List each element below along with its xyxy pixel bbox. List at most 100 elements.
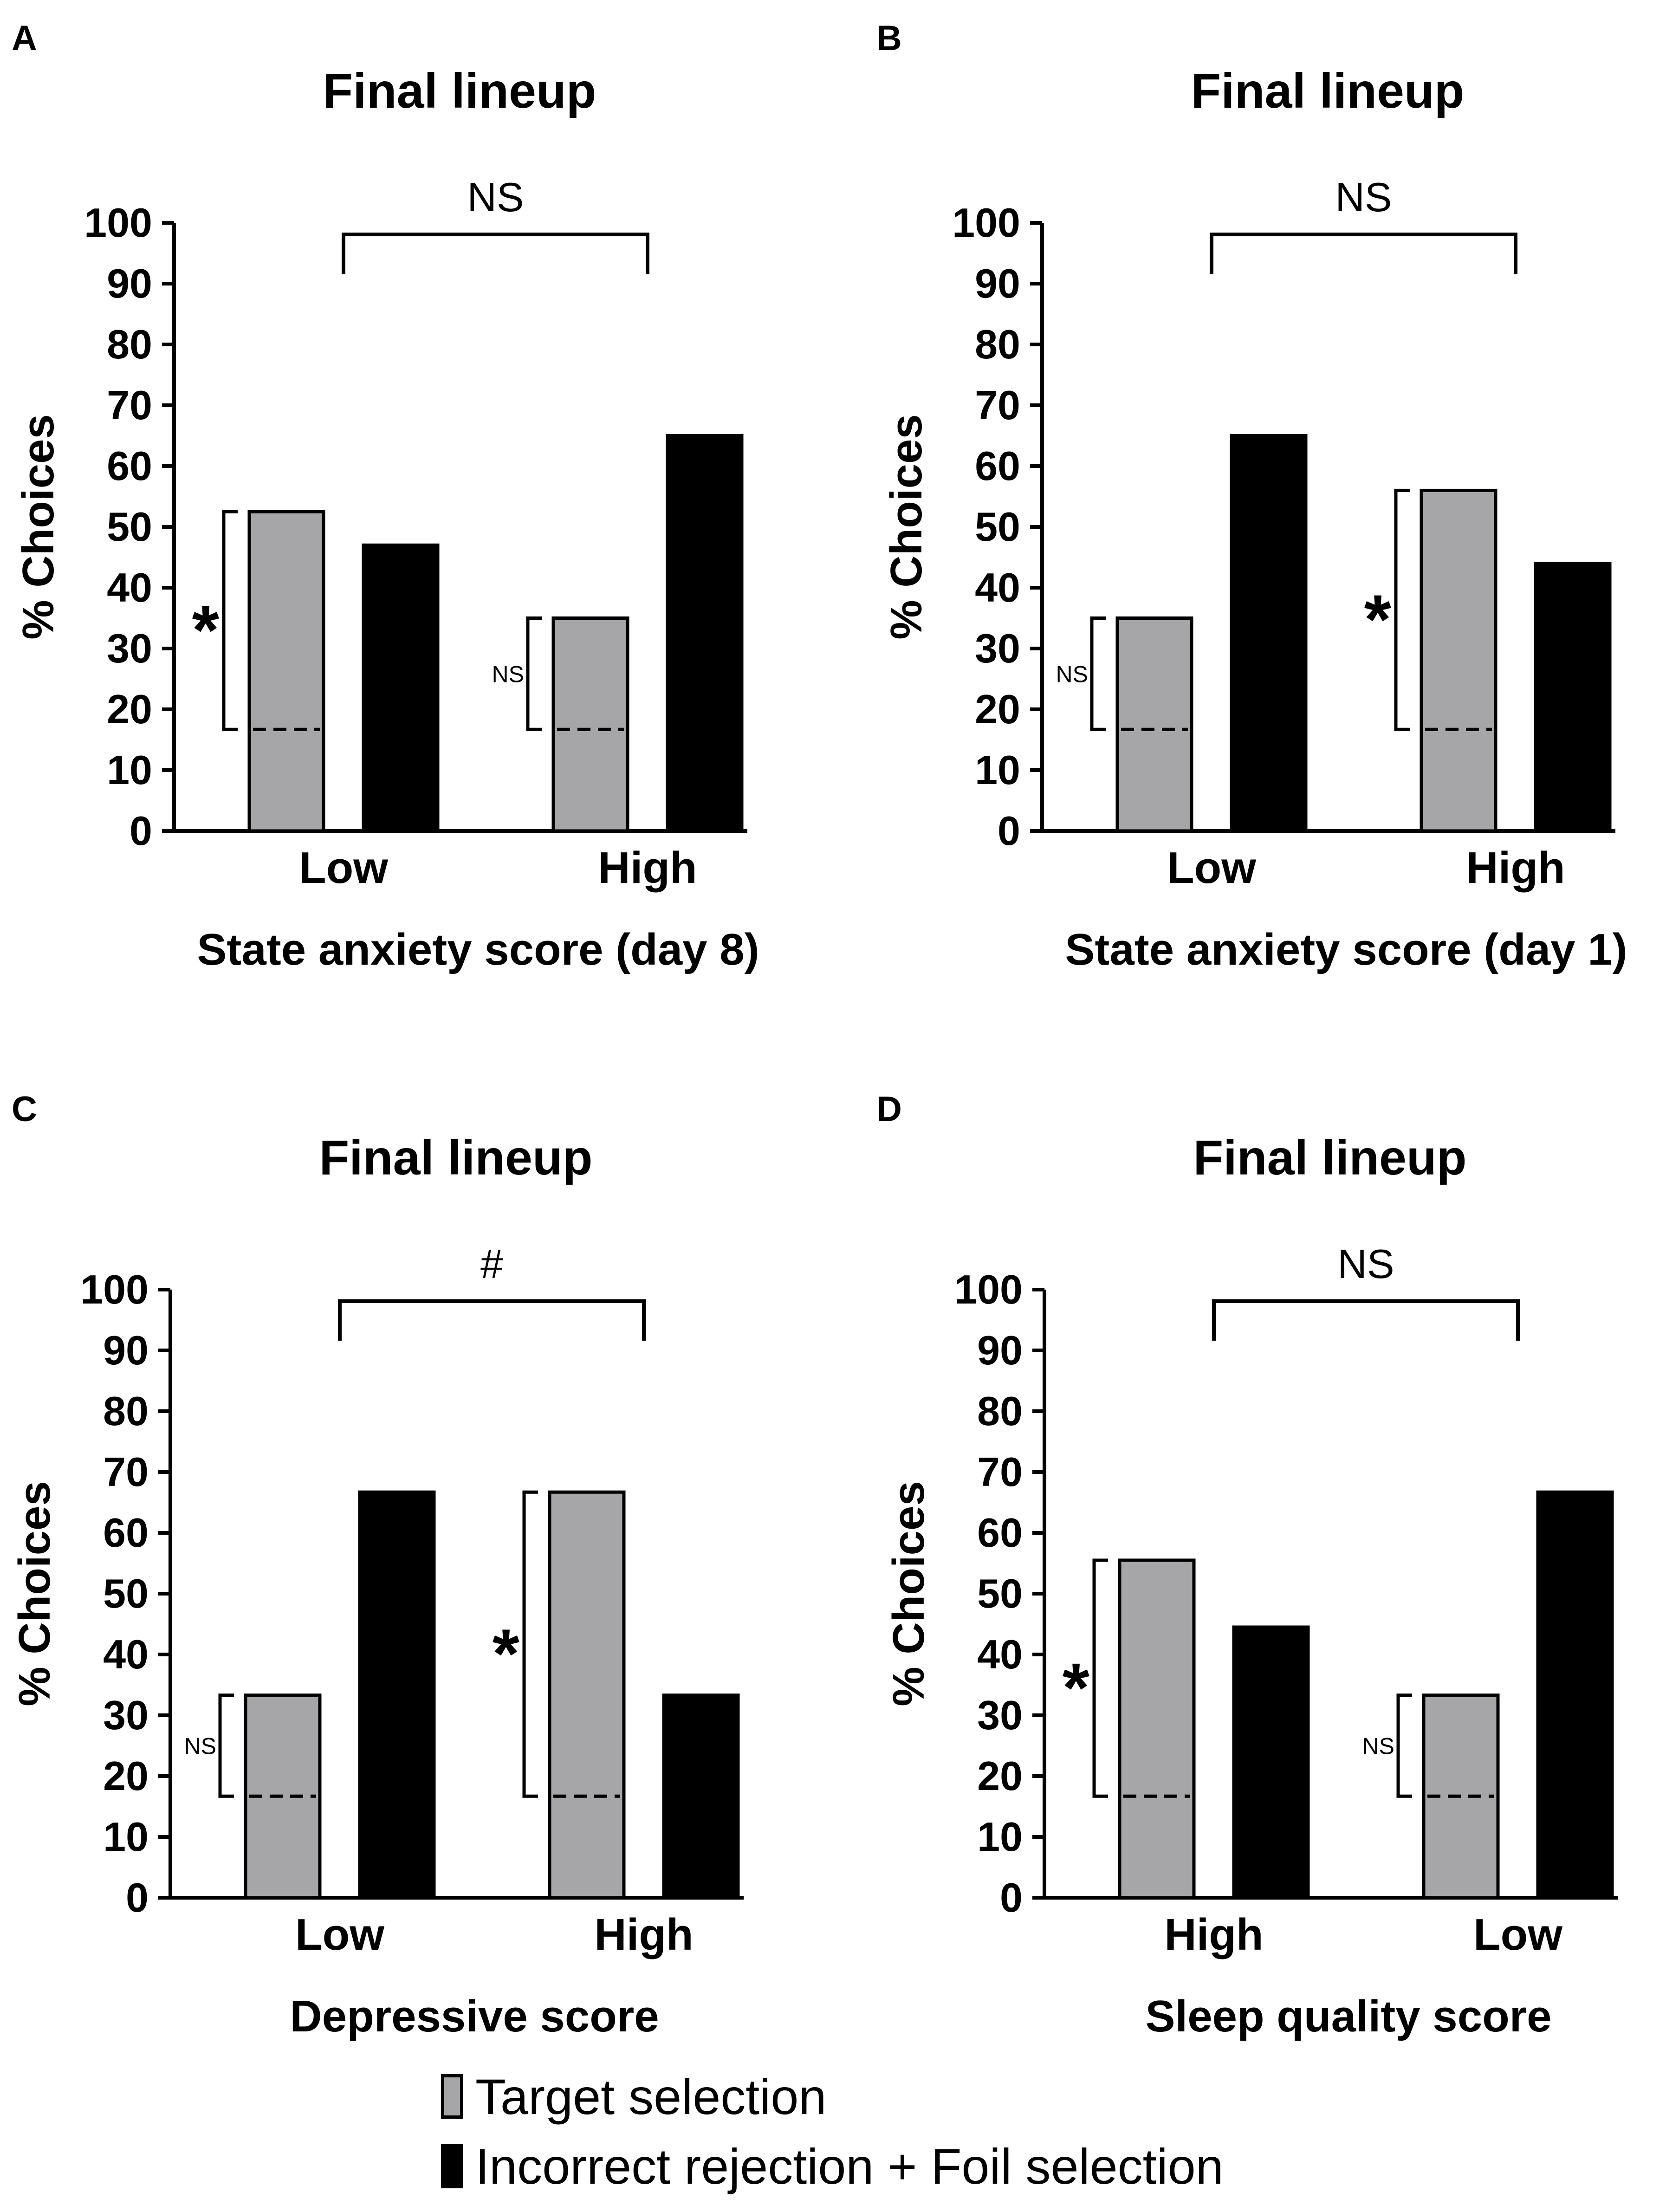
chart-panel-d: D Final lineup 0 10 20 30 40 50 60 70 80 90 100 % Cho… [876,1090,1618,2041]
legend-swatch-target [441,2074,463,2119]
x-axis-label: State anxiety score (day 1) [1065,925,1627,974]
panel-letter: A [12,19,37,58]
y-tick-label: 70 [107,382,152,428]
y-tick-label: 40 [975,564,1020,610]
legend-label-incorrect: Incorrect rejection + Foil selection [475,2138,1224,2194]
chart-title: Final lineup [1193,1130,1467,1185]
x-axis-label: Depressive score [290,1991,659,2041]
x-tick-label: Low [1473,1910,1562,1959]
y-tick-label: 80 [107,321,152,367]
comparison-label: # [480,1241,503,1287]
y-tick-label: 10 [107,747,152,793]
y-tick-label: 0 [126,1875,149,1920]
y-tick-label: 90 [977,1327,1023,1373]
bar-target-low [247,510,325,833]
x-tick-label: Low [1167,843,1256,893]
bar-target-high [1420,488,1497,833]
y-tick-label: 40 [103,1631,149,1677]
legend-label-target: Target selection [475,2068,827,2125]
significance-label: * [1063,1648,1090,1726]
y-tick-label: 30 [107,625,152,671]
x-tick-label: High [1164,1910,1263,1959]
bar-incorrect-high [662,1693,740,1900]
chart-title: Final lineup [319,1130,593,1185]
significance-label: NS [492,661,524,687]
y-tick-label: 50 [975,504,1020,550]
x-axis-label: Sleep quality score [1145,1991,1551,2041]
panel-letter: C [12,1090,37,1129]
significance-label: * [192,591,220,669]
panel-letter: B [876,19,902,58]
significance-label: * [1364,580,1392,658]
y-tick-label: 20 [975,686,1020,732]
y-tick-label: 20 [103,1753,149,1799]
y-tick-label: 30 [977,1692,1023,1738]
y-tick-label: 100 [952,200,1020,246]
y-tick-label: 0 [998,808,1020,854]
y-tick-label: 70 [975,382,1020,428]
x-tick-label: High [598,843,697,893]
y-tick-label: 80 [103,1388,149,1434]
panel-letter: D [876,1090,902,1129]
legend-item-incorrect: Incorrect rejection + Foil selection [441,2138,1648,2194]
bar-incorrect-high [1232,1625,1310,1900]
comparison-label: NS [1335,174,1392,220]
y-tick-label: 60 [103,1510,149,1556]
y-tick-label: 70 [977,1449,1023,1495]
y-tick-label: 10 [103,1814,149,1860]
bar-target-high [551,616,629,833]
x-tick-label: High [1466,843,1565,893]
legend-swatch-incorrect [441,2144,463,2188]
bar-incorrect-low [362,543,440,833]
y-tick-label: 60 [977,1510,1023,1556]
y-tick-label: 70 [103,1449,149,1495]
legend-item-target: Target selection [441,2068,1648,2125]
chart-title: Final lineup [1191,64,1465,118]
significance-label: NS [1056,661,1088,687]
x-tick-label: High [594,1910,693,1959]
significance-bracket [522,1490,538,1798]
comparison-bracket [1210,233,1517,274]
y-tick-label: 0 [1000,1875,1023,1920]
chart-title: Final lineup [323,64,596,118]
y-tick-label: 80 [977,1388,1023,1434]
y-tick-label: 60 [975,443,1020,489]
bar-target-low [1115,616,1193,833]
comparison-bracket [338,1299,646,1341]
y-tick-label: 40 [107,564,152,610]
x-tick-label: Low [295,1910,384,1959]
y-axis-label: % Choices [13,414,63,639]
y-tick-label: 20 [977,1753,1023,1799]
x-tick-label: Low [299,843,388,893]
y-axis-label: % Choices [882,414,931,639]
chart-panel-c: C Final lineup 0 10 20 30 40 50 60 70 80 90 100 % Cho… [10,1090,744,2041]
y-tick-label: 40 [977,1631,1023,1677]
y-tick-label: 20 [107,686,152,732]
comparison-bracket [342,233,649,274]
bar-incorrect-low [358,1490,436,1900]
y-tick-label: 100 [954,1266,1023,1312]
y-tick-label: 60 [107,443,152,489]
comparison-label: NS [467,174,524,220]
y-tick-label: 90 [103,1327,149,1373]
significance-label: * [493,1615,520,1693]
y-tick-label: 10 [975,747,1020,793]
chart-panel-b: B Final lineup 0 10 20 30 40 50 60 70 80 90 100 % Cho… [876,19,1627,974]
y-tick-label: 80 [975,321,1020,367]
y-tick-label: 100 [84,200,152,246]
bar-incorrect-low [1230,434,1308,833]
comparison-label: NS [1337,1241,1394,1287]
significance-bracket [218,1693,234,1798]
y-tick-label: 50 [107,504,152,550]
y-axis-label: % Choices [884,1481,933,1706]
bar-target-high [1118,1558,1196,1900]
comparison-bracket [1212,1299,1520,1341]
y-tick-label: 90 [975,260,1020,306]
bar-target-high [548,1490,626,1900]
y-tick-label: 50 [977,1570,1023,1616]
significance-bracket [1394,488,1410,731]
chart-panel-a: A Final lineup 0 10 20 30 40 50 60 70 80 90 100 % Cho… [12,19,759,974]
significance-label: NS [1362,1733,1394,1759]
significance-bracket [1090,616,1106,731]
